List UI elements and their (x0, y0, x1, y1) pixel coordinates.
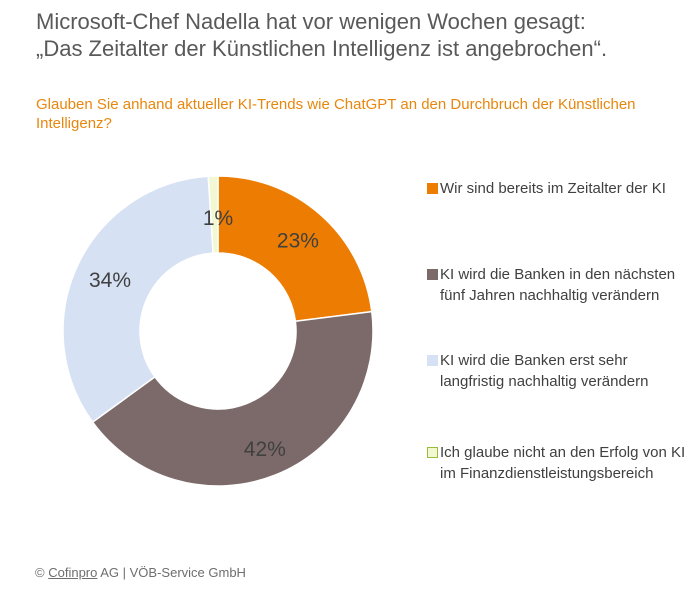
legend-swatch-1 (427, 183, 438, 194)
chart-subtitle: Glauben Sie anhand aktueller KI-Trends w… (36, 96, 636, 132)
title-line-1: Microsoft-Chef Nadella hat vor wenigen W… (36, 9, 586, 34)
legend-swatch-2 (427, 269, 438, 280)
donut-slice-4 (207, 175, 219, 254)
data-label-3: 34% (89, 269, 131, 292)
donut-slice-2 (91, 310, 374, 487)
legend-item-4: Ich glaube nicht an den Erfolg von KI im… (427, 442, 687, 484)
donut-slice-3 (62, 175, 214, 424)
legend-label-3: KI wird die Banken erst sehr langfristig… (440, 352, 649, 390)
legend-swatch-4 (427, 447, 438, 458)
data-label-4: 1% (203, 207, 233, 230)
footer-rest: AG | VÖB-Service GmbH (97, 565, 246, 580)
legend-item-1: Wir sind bereits im Zeitalter der KI (427, 178, 687, 199)
copyright-symbol: © (35, 565, 45, 580)
legend-swatch-3 (427, 355, 438, 366)
data-label-1: 23% (277, 229, 319, 252)
footer-credit: © Cofinpro AG | VÖB-Service GmbH (35, 565, 246, 580)
legend-item-2: KI wird die Banken in den nächsten fünf … (427, 264, 687, 306)
legend-label-2: KI wird die Banken in den nächsten fünf … (440, 266, 676, 304)
footer-company-link: Cofinpro (48, 565, 98, 580)
legend-item-3: KI wird die Banken erst sehr langfristig… (427, 350, 687, 392)
legend-label-4: Ich glaube nicht an den Erfolg von KI im… (440, 444, 686, 482)
title-line-2: „Das Zeitalter der Künstlichen Intellige… (36, 36, 608, 61)
donut-slice-1 (217, 175, 373, 323)
data-label-2: 42% (244, 438, 286, 461)
chart-title: Microsoft-Chef Nadella hat vor wenigen W… (36, 8, 686, 62)
legend-label-1: Wir sind bereits im Zeitalter der KI (440, 180, 666, 197)
